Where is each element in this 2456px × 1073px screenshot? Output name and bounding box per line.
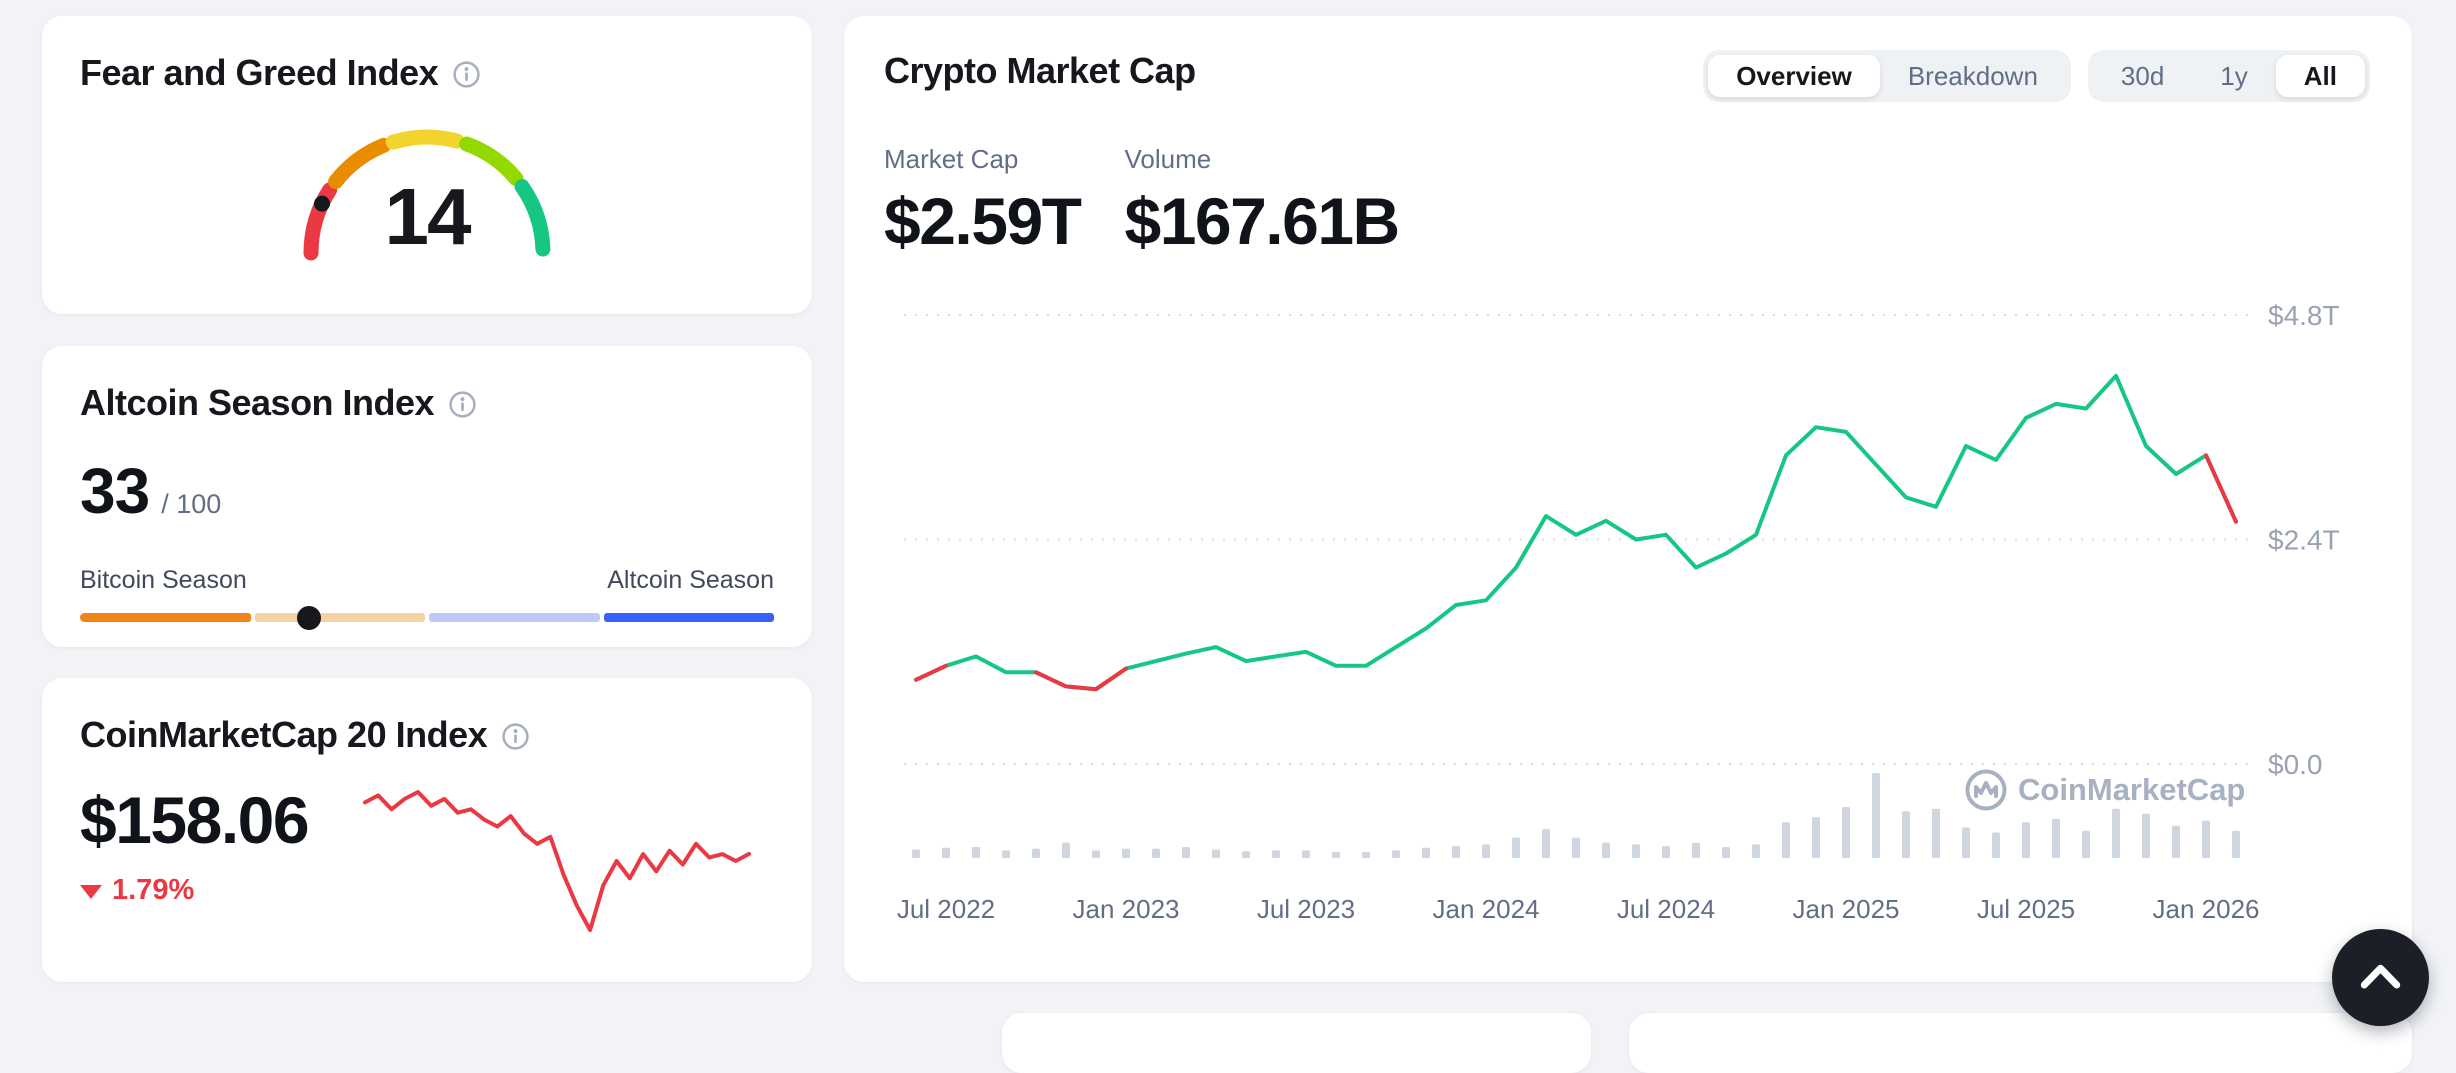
cmc20-title: CoinMarketCap 20 Index — [80, 714, 488, 755]
season-bar-segment-1 — [80, 613, 251, 622]
svg-text:Jul 2022: Jul 2022 — [897, 894, 995, 924]
partial-card — [1629, 1013, 2412, 1073]
season-bar-segment-3 — [429, 613, 600, 622]
market-cap-chart[interactable]: $4.8T $2.4T $0.0 Jul 2022 Jan 2023 Jul 2023 Ja… — [844, 16, 2412, 982]
bitcoin-season-label: Bitcoin Season — [80, 566, 247, 594]
svg-text:$0.0: $0.0 — [2268, 749, 2323, 780]
svg-text:Jul 2023: Jul 2023 — [1257, 894, 1355, 924]
season-progress-bar — [80, 605, 774, 630]
altcoin-season-label: Altcoin Season — [607, 566, 774, 594]
volume-stat-label: Volume — [1124, 144, 1212, 174]
coinmarketcap-watermark: CoinMarketCap — [1964, 768, 2245, 812]
scroll-to-top-button[interactable] — [2332, 929, 2429, 1026]
svg-text:Jul 2025: Jul 2025 — [1977, 894, 2075, 924]
cmc20-change-percent: 1.79% — [112, 874, 195, 906]
coinmarketcap-logo-icon — [1965, 769, 2007, 811]
info-icon[interactable] — [452, 60, 481, 89]
altcoin-season-value-row: 33 / 100 — [42, 424, 812, 528]
tab-range-all[interactable]: All — [2275, 55, 2365, 97]
cmc20-change: 1.79% — [42, 858, 812, 907]
market-cap-title: Crypto Market Cap — [884, 50, 1196, 91]
range-tab-group: 30d 1y All — [2087, 50, 2370, 102]
cmc20-index-card[interactable]: CoinMarketCap 20 Index $158.06 1.79% — [42, 678, 812, 982]
fear-greed-value: 14 — [384, 172, 472, 261]
market-cap-stat: Market Cap $2.59T — [884, 144, 1082, 259]
gauge-arc-extreme-fear — [303, 182, 338, 261]
svg-text:$2.4T: $2.4T — [2268, 525, 2340, 556]
season-bar-segment-4 — [603, 613, 774, 622]
fear-greed-title: Fear and Greed Index — [80, 52, 439, 93]
volume-stat: Volume $167.61B — [1124, 144, 1400, 259]
chevron-up-icon — [2360, 964, 2401, 989]
gauge-arc-neutral — [385, 129, 465, 150]
crypto-market-cap-card: Crypto Market Cap Overview Breakdown 30d… — [844, 16, 2412, 982]
fear-greed-gauge-arc — [303, 129, 551, 261]
gauge-arc-extreme-greed — [514, 179, 551, 257]
info-icon[interactable] — [501, 722, 530, 751]
svg-text:Jan 2026: Jan 2026 — [2153, 894, 2260, 924]
gauge-arc-greed — [459, 136, 524, 186]
altcoin-season-card[interactable]: Altcoin Season Index 33 / 100 Bitcoin Se… — [42, 346, 812, 647]
svg-text:Jul 2024: Jul 2024 — [1617, 894, 1715, 924]
caret-down-icon — [80, 885, 102, 899]
gauge-arc-fear — [328, 137, 391, 190]
fear-greed-card[interactable]: Fear and Greed Index 14 — [42, 16, 812, 314]
svg-text:Jan 2023: Jan 2023 — [1073, 894, 1180, 924]
market-cap-stat-value: $2.59T — [884, 184, 1082, 258]
tab-range-1y[interactable]: 1y — [2220, 60, 2248, 91]
market-cap-stat-label: Market Cap — [884, 144, 1019, 174]
svg-text:$4.8T: $4.8T — [2268, 300, 2340, 331]
altcoin-season-title: Altcoin Season Index — [80, 382, 435, 423]
tab-breakdown[interactable]: Breakdown — [1907, 60, 2038, 91]
info-icon[interactable] — [448, 390, 477, 419]
volume-stat-value: $167.61B — [1124, 184, 1400, 258]
view-tab-group: Overview Breakdown — [1703, 50, 2071, 102]
altcoin-season-denominator: / 100 — [161, 489, 222, 519]
svg-text:Jan 2025: Jan 2025 — [1793, 894, 1900, 924]
partial-card — [1002, 1013, 1591, 1073]
tab-overview[interactable]: Overview — [1708, 55, 1880, 97]
cmc20-price: $158.06 — [80, 783, 310, 857]
watermark-text: CoinMarketCap — [2018, 772, 2246, 807]
season-indicator-dot — [297, 605, 322, 630]
tab-range-30d[interactable]: 30d — [2120, 60, 2165, 91]
svg-text:Jan 2024: Jan 2024 — [1433, 894, 1540, 924]
altcoin-season-value: 33 — [80, 455, 150, 527]
fear-greed-gauge: 14 — [292, 113, 562, 268]
cmc20-sparkline-chart — [363, 790, 751, 932]
season-bar-segment-2 — [254, 613, 425, 622]
